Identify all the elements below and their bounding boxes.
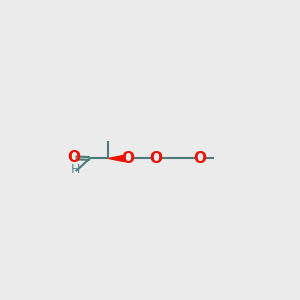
Text: H: H [71, 164, 81, 176]
Text: O: O [150, 151, 163, 166]
Text: O: O [122, 151, 135, 166]
Text: O: O [194, 151, 207, 166]
Text: O: O [67, 151, 80, 166]
Polygon shape [108, 155, 125, 162]
